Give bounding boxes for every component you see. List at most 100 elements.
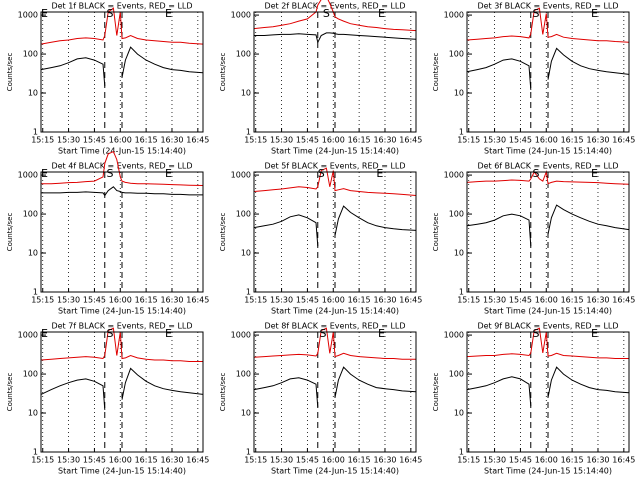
x-tick-label: 15:45	[296, 136, 319, 145]
x-tick-label: 16:15	[348, 456, 371, 465]
x-tick-label: 15:30	[270, 296, 293, 305]
x-tick-label: 16:15	[135, 136, 158, 145]
y-tick-label: 1000	[231, 331, 251, 340]
x-tick-label: 16:45	[399, 136, 422, 145]
x-tick-label: 16:45	[612, 456, 635, 465]
x-tick-label: 15:30	[57, 456, 80, 465]
y-tick-label: 1000	[444, 331, 464, 340]
x-tick-label: 15:15	[31, 296, 54, 305]
annotation: S	[532, 7, 539, 20]
x-axis-title: Start Time (24-Jun-15 15:14:40)	[271, 147, 399, 156]
y-tick-label: 10	[28, 249, 38, 258]
x-tick-label: 16:15	[561, 296, 584, 305]
x-tick-label: 16:30	[160, 296, 183, 305]
x-tick-label: 16:00	[322, 456, 345, 465]
x-tick-label: 16:30	[373, 136, 396, 145]
plot-frame	[253, 171, 417, 293]
annotation: E	[165, 7, 172, 20]
y-tick-label: 100	[236, 210, 251, 219]
x-tick-label: 16:45	[186, 296, 209, 305]
x-tick-label: 16:45	[612, 296, 635, 305]
x-tick-label: 16:00	[535, 456, 558, 465]
y-axis-title: Counts/sec	[432, 213, 440, 252]
annotation: S	[106, 327, 113, 340]
x-tick-label: 16:00	[322, 136, 345, 145]
y-tick-label: 1000	[231, 11, 251, 20]
series-line	[253, 327, 416, 360]
x-axis-title: Start Time (24-Jun-15 15:14:40)	[484, 147, 612, 156]
x-tick-label: 16:00	[109, 136, 132, 145]
x-tick-label: 15:15	[31, 456, 54, 465]
series-line	[40, 327, 203, 362]
annotation: S	[106, 7, 113, 20]
x-tick-label: 15:15	[244, 136, 267, 145]
y-tick-label: 10	[28, 409, 38, 418]
y-tick-label: 1	[33, 288, 38, 297]
plot-frame	[466, 11, 630, 133]
series-line	[40, 46, 204, 87]
annotation: E	[591, 327, 598, 340]
x-tick-label: 16:30	[160, 136, 183, 145]
x-tick-label: 16:30	[373, 456, 396, 465]
series-line	[253, 205, 417, 247]
annotation: E	[376, 167, 383, 180]
x-tick-label: 16:00	[322, 296, 345, 305]
y-tick-label: 1	[459, 448, 464, 457]
y-axis-title: Counts/sec	[219, 213, 227, 252]
x-tick-label: 15:15	[31, 136, 54, 145]
y-tick-label: 1000	[231, 171, 251, 180]
x-tick-label: 15:15	[457, 136, 480, 145]
x-tick-label: 16:30	[586, 296, 609, 305]
x-tick-label: 16:30	[160, 456, 183, 465]
series-line	[41, 186, 203, 197]
chart-title: Det 2f BLACK = Events, RED = LLD	[264, 2, 405, 11]
y-tick-label: 1000	[18, 171, 38, 180]
annotation: E	[41, 327, 48, 340]
y-axis-title: Counts/sec	[219, 373, 227, 412]
chart-title: Det 9f BLACK = Events, RED = LLD	[477, 322, 618, 331]
x-tick-label: 16:00	[535, 136, 558, 145]
series-line	[254, 32, 417, 44]
x-tick-label: 16:00	[535, 296, 558, 305]
x-tick-label: 16:45	[399, 456, 422, 465]
series-line	[466, 170, 630, 185]
x-tick-label: 16:45	[612, 136, 635, 145]
y-tick-label: 10	[241, 89, 251, 98]
y-tick-label: 1	[33, 128, 38, 137]
annotation: S	[323, 7, 330, 20]
y-tick-label: 10	[454, 409, 464, 418]
x-tick-label: 16:00	[109, 456, 132, 465]
y-tick-label: 1	[246, 448, 251, 457]
series-line	[466, 327, 629, 359]
y-tick-label: 1	[246, 128, 251, 137]
annotation: E	[165, 167, 172, 180]
x-axis-title: Start Time (24-Jun-15 15:14:40)	[271, 467, 399, 476]
annotation: E	[378, 327, 385, 340]
x-tick-label: 16:15	[561, 136, 584, 145]
y-axis-title: Counts/sec	[6, 213, 14, 252]
annotation: E	[165, 327, 172, 340]
chart-title: Det 7f BLACK = Events, RED = LLD	[51, 322, 192, 331]
x-tick-label: 15:30	[57, 136, 80, 145]
series-line	[466, 204, 630, 247]
x-tick-label: 15:30	[57, 296, 80, 305]
annotation: S	[532, 327, 539, 340]
chart-title: Det 8f BLACK = Events, RED = LLD	[264, 322, 405, 331]
x-axis-title: Start Time (24-Jun-15 15:14:40)	[58, 307, 186, 316]
x-tick-label: 16:45	[186, 136, 209, 145]
y-axis-title: Counts/sec	[6, 373, 14, 412]
series-line	[253, 167, 417, 196]
annotation: S	[319, 327, 326, 340]
y-tick-label: 1	[246, 288, 251, 297]
y-tick-label: 100	[23, 370, 38, 379]
x-tick-label: 15:15	[457, 456, 480, 465]
plot-frame	[253, 11, 417, 133]
x-tick-label: 16:00	[109, 296, 132, 305]
x-tick-label: 15:30	[483, 136, 506, 145]
y-tick-label: 1	[459, 288, 464, 297]
y-tick-label: 100	[23, 210, 38, 219]
y-tick-label: 10	[454, 89, 464, 98]
y-tick-label: 1000	[18, 11, 38, 20]
